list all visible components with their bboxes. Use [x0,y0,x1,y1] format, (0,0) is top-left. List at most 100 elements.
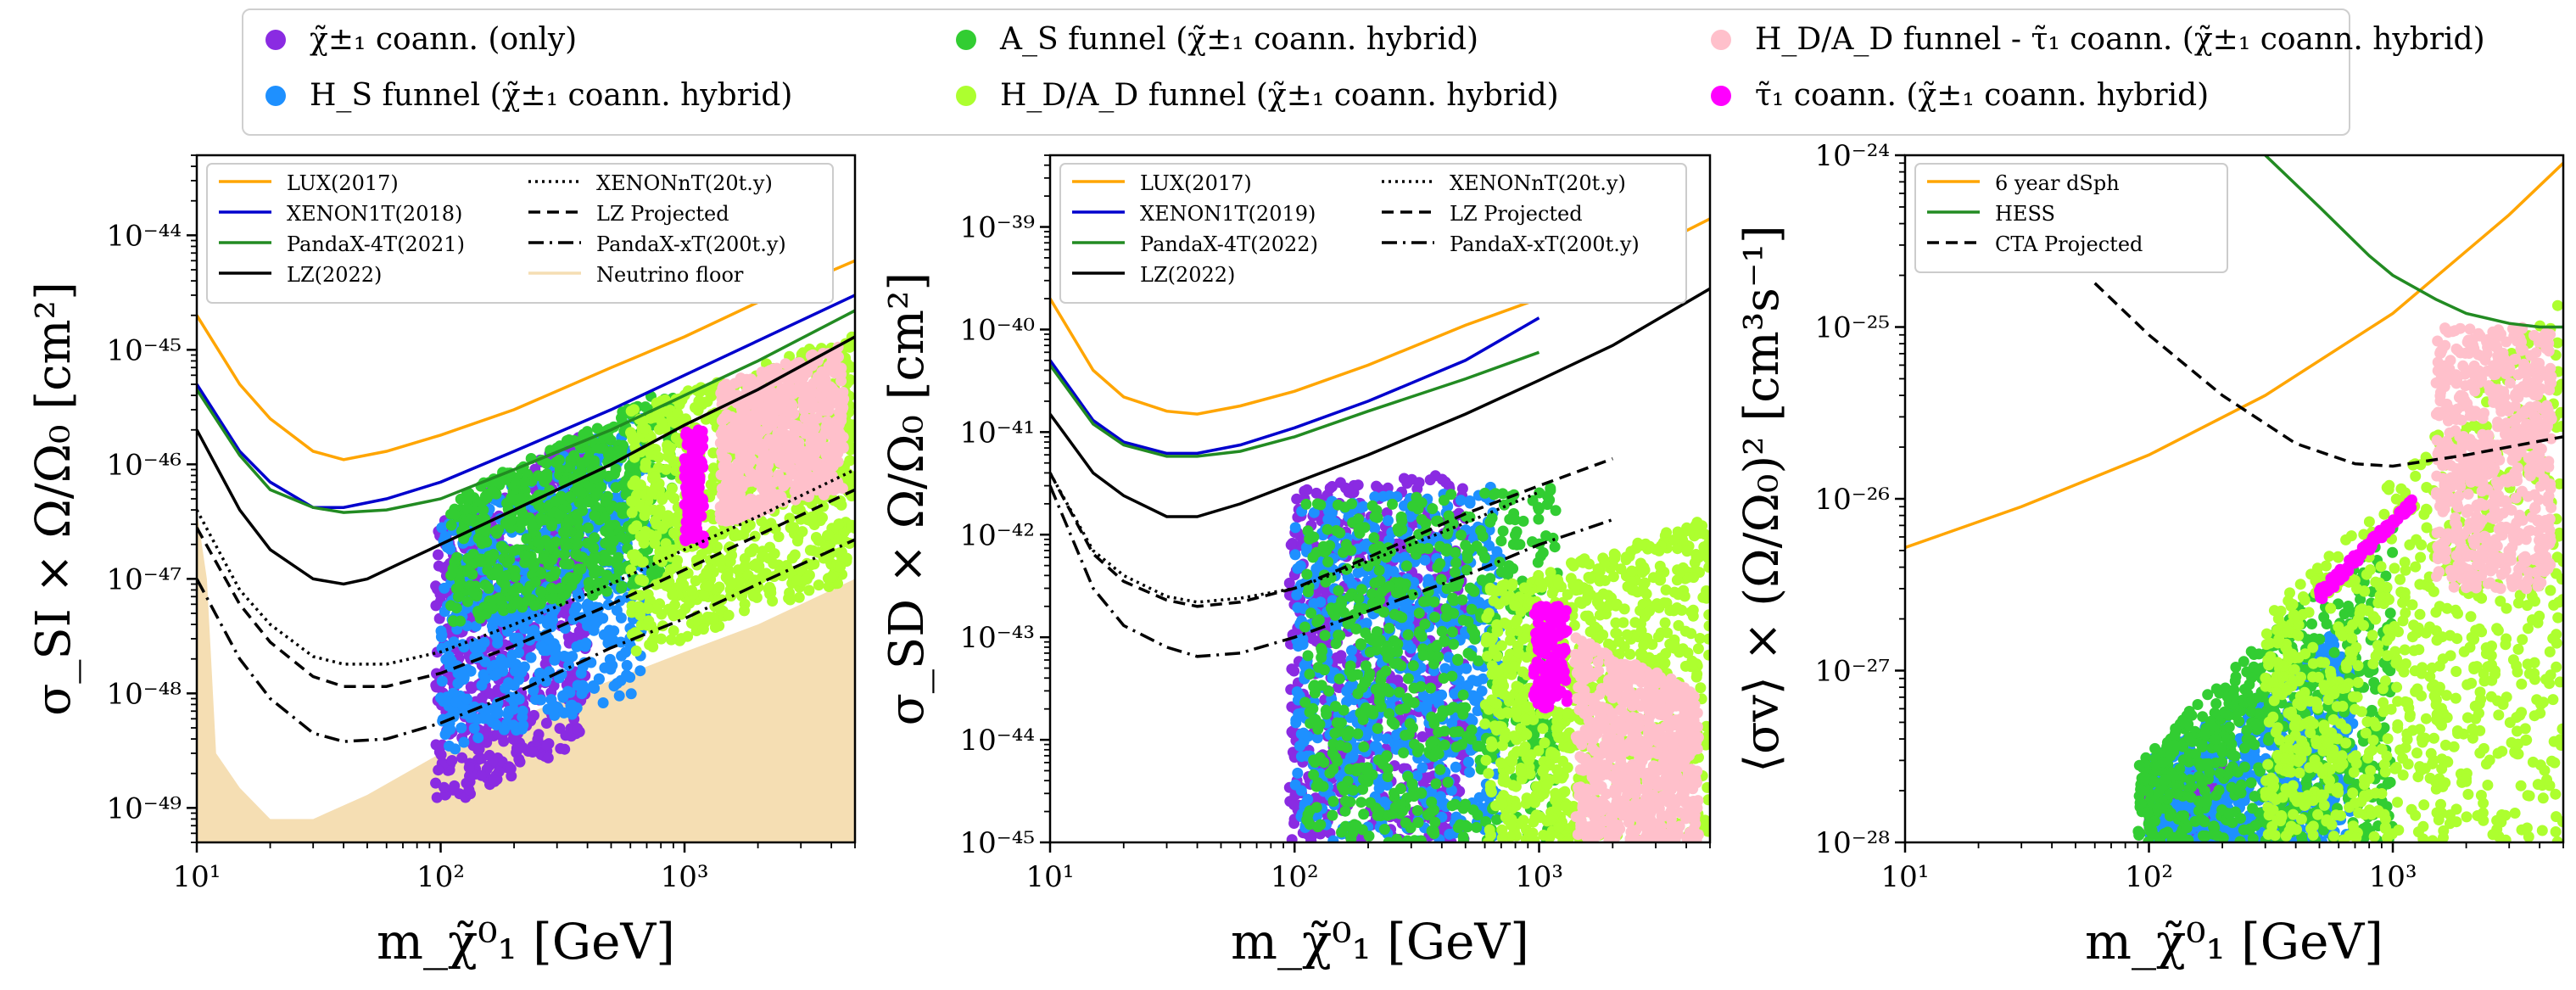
scatter-point [521,585,533,597]
scatter-point [669,529,681,540]
scatter-point [707,613,719,625]
scatter-point [811,375,823,387]
scatter-point [838,526,850,538]
limit-curve-2 [197,294,855,509]
scatter-point [607,635,619,646]
scatter-point [557,690,569,702]
scatter-point [694,432,706,444]
scatter-point [436,675,448,687]
scatter-point [715,469,727,481]
scatter-point [1285,539,1297,551]
scatter-point [823,581,835,592]
scatter-point [589,553,601,565]
scatter-point [1450,761,1461,773]
scatter-point [1473,791,1485,803]
scatter-point [752,581,764,593]
scatter-point [640,457,651,469]
limit-curve-5 [197,467,855,666]
scatter-point [665,416,677,428]
scatter-point [789,385,801,397]
scatter-point [534,512,546,524]
scatter-point [717,383,729,394]
scatter-point [1467,674,1478,686]
legend-item-hd-ad-stau: H_D/A_D funnel - τ̃₁ coann. (χ̃±₁ coann.… [1711,22,2485,57]
scatter-point [476,680,488,691]
scatter-point [835,368,847,380]
x-tick-label: 10¹ [173,860,221,894]
scatter-point [1308,506,1320,518]
scatter-point [573,563,584,575]
scatter-point [545,582,557,594]
scatter-point [504,618,516,630]
limit-curve-3 [197,309,855,514]
scatter-point [555,582,567,594]
scatter-point [444,740,455,752]
scatter-point [785,399,797,411]
scatter-point [482,703,494,715]
scatter-point [567,708,578,720]
scatter-point [757,448,769,460]
scatter-point [844,455,855,467]
scatter-point [661,579,672,591]
scatter-point [462,494,474,506]
scatter-point [815,392,827,404]
scatter-point [1461,663,1472,674]
scatter-point [713,581,725,593]
scatter-point [799,412,811,424]
legend-item-stau-coann: τ̃₁ coann. (χ̃±₁ coann. hybrid) [1711,78,2209,113]
scatter-point [492,708,504,719]
scatter-point [550,495,562,507]
scatter-point [516,517,528,529]
scatter-point [558,707,570,719]
scatter-point [735,494,746,506]
scatter-point [662,450,674,462]
scatter-point [548,638,560,650]
scatter-point [599,512,611,523]
scatter-point [698,530,709,542]
scatter-point [833,518,845,530]
scatter-point [476,752,487,764]
y-tick-label: 10⁻⁴⁷ [107,562,182,596]
scatter-point [715,604,727,616]
scatter-point [513,753,525,765]
scatter-point [785,440,796,452]
scatter-point [660,463,672,475]
scatter-point [582,537,594,549]
scatter-point [1464,766,1475,778]
scatter-point [672,516,684,528]
scatter-point [696,456,707,468]
scatter-point [649,538,661,549]
scatter-point [1304,831,1316,842]
scatter-point [553,510,565,521]
scatter-point [1300,541,1312,553]
scatter-point [472,732,484,744]
scatter-point [1371,741,1383,752]
scatter-point [669,599,680,611]
scatter-point [745,467,757,479]
scatter-point [646,486,658,498]
scatter-point [767,596,779,607]
scatter-point [724,541,735,553]
legend-label: H_D/A_D funnel - τ̃₁ coann. (χ̃±₁ coann.… [1755,22,2485,57]
scatter-point [561,435,573,446]
scatter-point [592,577,604,589]
scatter-point [476,769,488,781]
scatter-point [546,554,558,566]
scatter-point [478,636,490,648]
scatter-point [635,479,646,491]
scatter-point [724,431,735,443]
scatter-point [760,568,772,579]
scatter-point [780,562,791,573]
scatter-point [559,548,570,560]
scatter-point [547,614,558,626]
scatter-point [1286,726,1298,738]
scatter-point [633,601,645,612]
scatter-point [1357,501,1369,512]
scatter-point [651,603,662,614]
scatter-point [730,476,741,488]
scatter-point [1417,690,1429,702]
scatter-point [597,443,609,454]
legend-label: τ̃₁ coann. (χ̃±₁ coann. hybrid) [1755,78,2210,113]
legend-marker [1711,29,1731,50]
scatter-point [1292,767,1304,779]
